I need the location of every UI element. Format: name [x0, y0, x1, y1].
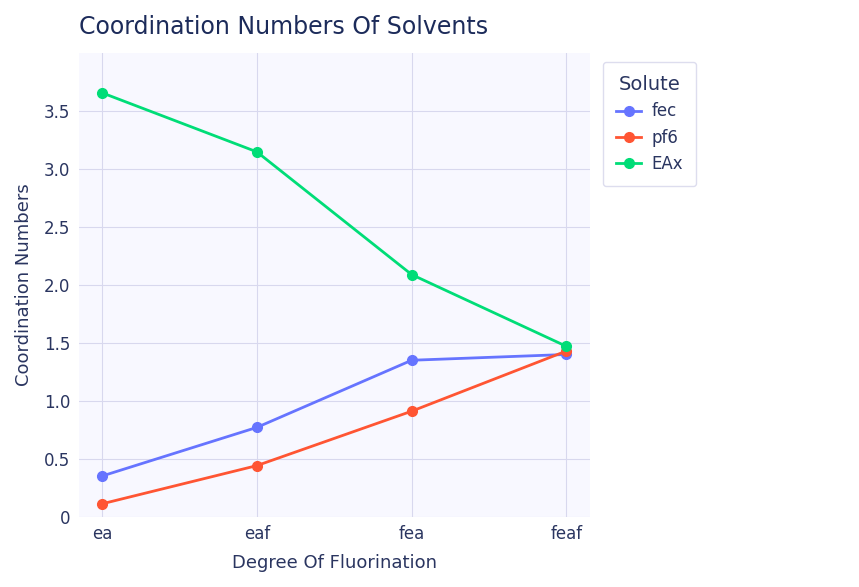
pf6 — [252, 462, 262, 469]
Line: fec: fec — [97, 350, 571, 481]
fec — [406, 357, 417, 364]
pf6 — [561, 348, 571, 355]
EAx — [406, 271, 417, 278]
Line: pf6: pf6 — [97, 346, 571, 509]
fec — [561, 351, 571, 358]
Line: EAx: EAx — [97, 88, 571, 351]
EAx — [252, 149, 262, 156]
Text: Coordination Numbers Of Solvents: Coordination Numbers Of Solvents — [79, 15, 488, 39]
fec — [97, 473, 107, 480]
X-axis label: Degree Of Fluorination: Degree Of Fluorination — [232, 554, 436, 572]
EAx — [97, 89, 107, 96]
fec — [252, 424, 262, 431]
pf6 — [406, 408, 417, 415]
Legend: fec, pf6, EAx: fec, pf6, EAx — [603, 62, 697, 187]
Y-axis label: Coordination Numbers: Coordination Numbers — [15, 184, 33, 386]
EAx — [561, 343, 571, 350]
pf6 — [97, 500, 107, 507]
